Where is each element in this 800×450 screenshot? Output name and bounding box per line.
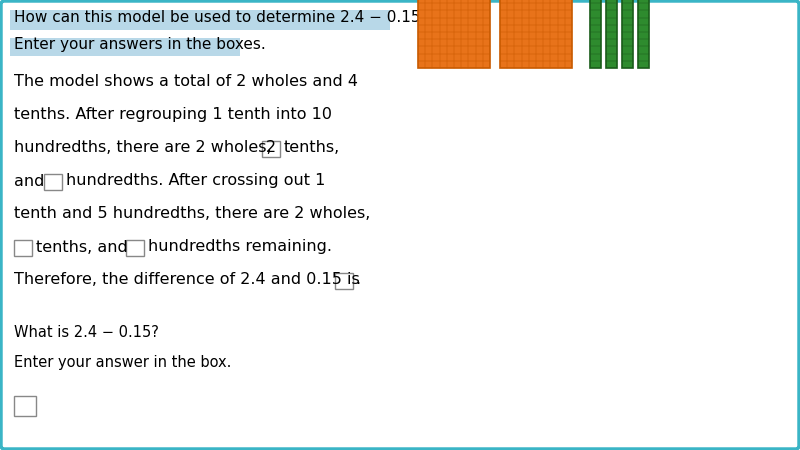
Text: tenth and 5 hundredths, there are 2 wholes,: tenth and 5 hundredths, there are 2 whol… (14, 207, 370, 221)
Text: hundredths. After crossing out 1: hundredths. After crossing out 1 (66, 174, 326, 189)
Text: hundredths remaining.: hundredths remaining. (148, 239, 332, 255)
Bar (44, 174, 62, 190)
Text: and: and (14, 174, 44, 189)
Bar (418, 0, 490, 68)
Text: Enter your answers in the boxes.: Enter your answers in the boxes. (14, 37, 266, 53)
Bar (622, 0, 633, 68)
Text: How can this model be used to determine 2.4 − 0.15 ?: How can this model be used to determine … (14, 10, 434, 26)
Bar (14, 240, 32, 256)
Text: 2: 2 (266, 140, 276, 156)
Bar (500, 0, 572, 68)
Bar (638, 0, 649, 68)
Bar (10, 38, 240, 56)
Bar (10, 10, 390, 30)
Bar (262, 141, 280, 157)
Text: .: . (355, 273, 360, 288)
Text: Enter your answer in the box.: Enter your answer in the box. (14, 355, 231, 370)
Bar (14, 396, 36, 416)
Text: tenths,: tenths, (284, 140, 340, 156)
Text: tenths. After regrouping 1 tenth into 10: tenths. After regrouping 1 tenth into 10 (14, 108, 332, 122)
Bar (606, 0, 617, 68)
Bar (126, 240, 144, 256)
Text: The model shows a total of 2 wholes and 4: The model shows a total of 2 wholes and … (14, 75, 358, 90)
Text: What is 2.4 − 0.15?: What is 2.4 − 0.15? (14, 325, 159, 340)
Bar (335, 273, 353, 289)
Text: hundredths, there are 2 wholes,: hundredths, there are 2 wholes, (14, 140, 272, 156)
Text: Therefore, the difference of 2.4 and 0.15 is: Therefore, the difference of 2.4 and 0.1… (14, 273, 360, 288)
Bar (590, 0, 601, 68)
Text: tenths, and: tenths, and (36, 239, 128, 255)
